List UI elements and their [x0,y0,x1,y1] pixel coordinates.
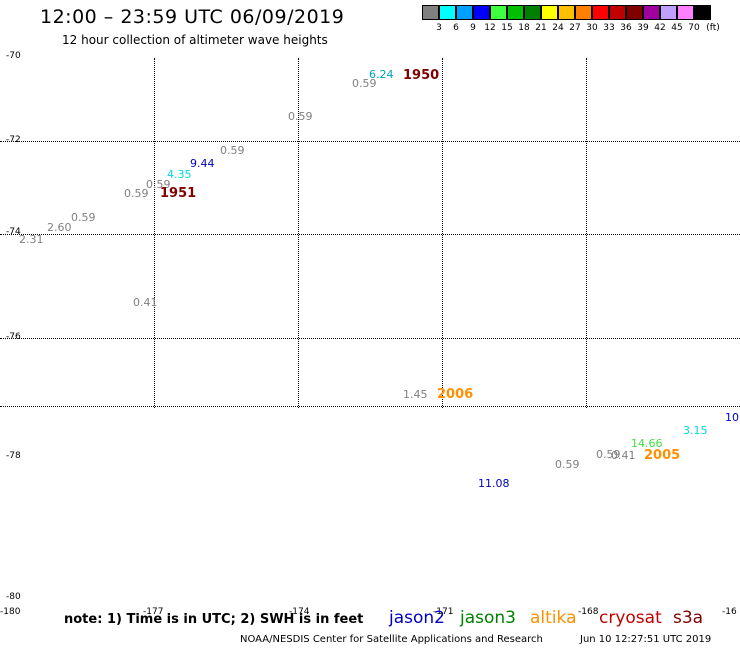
legend-value: 18 [518,23,530,33]
lat-label: -76 [6,332,21,342]
wave-height-obs: 0.59 [124,187,149,200]
legend-swatch [609,5,626,20]
lon-label: -180 [0,607,21,617]
wave-height-obs: 2.31 [19,233,44,246]
grid-meridian [154,58,155,408]
legend-swatch [575,5,592,20]
wave-height-obs: 0.41 [133,296,158,309]
legend-swatch [507,5,524,20]
grid-meridian [298,58,299,408]
grid-parallel [0,338,740,339]
legend-value: 15 [501,23,513,33]
wave-height-obs: 3.15 [683,424,708,437]
lon-label: -171 [433,607,454,617]
wave-height-obs: 6.24 [369,68,394,81]
lat-label: -78 [6,451,21,461]
wave-height-obs: 0.59 [220,144,245,157]
satellite-legend-jason3: jason3 [460,608,516,628]
grid-parallel [0,234,740,235]
map-title: 12:00 – 23:59 UTC 06/09/2019 [40,6,345,28]
grid-parallel [0,141,740,142]
legend-swatch [439,5,456,20]
satellite-legend-altika: altika [530,608,577,628]
lat-label: -74 [6,227,21,237]
lat-label: -70 [6,51,21,61]
wave-height-obs: 0.59 [146,178,171,191]
lon-label: -16 [722,607,737,617]
wave-height-obs: 11.08 [478,477,510,490]
legend-swatch [456,5,473,20]
pass-time-label: 1950 [403,68,440,83]
legend-value: 12 [484,23,496,33]
wave-height-obs: 0.59 [596,448,621,461]
legend-unit: (ft) [706,23,720,33]
grid-parallel [0,406,740,407]
legend-value: 30 [586,23,598,33]
legend-swatch [694,5,711,20]
wave-height-obs: 2.60 [47,221,72,234]
pass-time-label: 2006 [437,387,474,402]
pass-time-label: 1951 [160,186,197,201]
legend-value: 39 [637,23,649,33]
legend-swatch [677,5,694,20]
wave-height-obs: 0.59 [71,211,96,224]
legend-value: 24 [552,23,564,33]
wave-height-obs: 1.45 [403,388,428,401]
legend-value: 70 [688,23,700,33]
wave-height-obs: 14.66 [631,437,663,450]
grid-meridian [586,58,587,408]
lon-label: -174 [289,607,310,617]
footer-note: note: 1) Time is in UTC; 2) SWH is in fe… [64,612,364,627]
wave-height-obs: 10. [725,411,740,424]
legend-value: 3 [436,23,442,33]
legend-swatch [592,5,609,20]
legend-value: 42 [654,23,666,33]
pass-time-label: 2005 [644,448,681,463]
legend-swatch [541,5,558,20]
legend-swatch [524,5,541,20]
wave-height-obs: 4.35 [167,168,192,181]
legend-swatch [643,5,660,20]
satellite-legend-s3a: s3a [673,608,704,628]
legend-value: 45 [671,23,683,33]
legend-swatch [473,5,490,20]
legend-value: 36 [620,23,632,33]
legend-value: 9 [470,23,476,33]
legend-swatch [490,5,507,20]
satellite-legend-jason2: jason2 [389,608,445,628]
legend-swatch [626,5,643,20]
wave-height-obs: 0.59 [288,110,313,123]
wave-height-obs: 0.59 [555,458,580,471]
wave-height-obs: 0.59 [352,77,377,90]
lon-label: -168 [578,607,599,617]
wave-height-obs: 0.41 [611,449,636,462]
lon-label: -177 [143,607,164,617]
generation-timestamp: Jun 10 12:27:51 UTC 2019 [580,634,712,645]
grid-meridian [442,58,443,408]
lat-label: -72 [6,135,21,145]
wave-height-obs: 9.44 [190,157,215,170]
legend-value: 6 [453,23,459,33]
map-subtitle: 12 hour collection of altimeter wave hei… [62,33,328,47]
legend-value: 27 [569,23,581,33]
lat-label: -80 [6,592,21,602]
legend-value: 21 [535,23,547,33]
legend-swatch [558,5,575,20]
legend-value: 33 [603,23,615,33]
legend-swatch [422,5,439,20]
legend-swatch [660,5,677,20]
credit-line: NOAA/NESDIS Center for Satellite Applica… [240,634,543,645]
satellite-legend-cryosat: cryosat [599,608,662,628]
